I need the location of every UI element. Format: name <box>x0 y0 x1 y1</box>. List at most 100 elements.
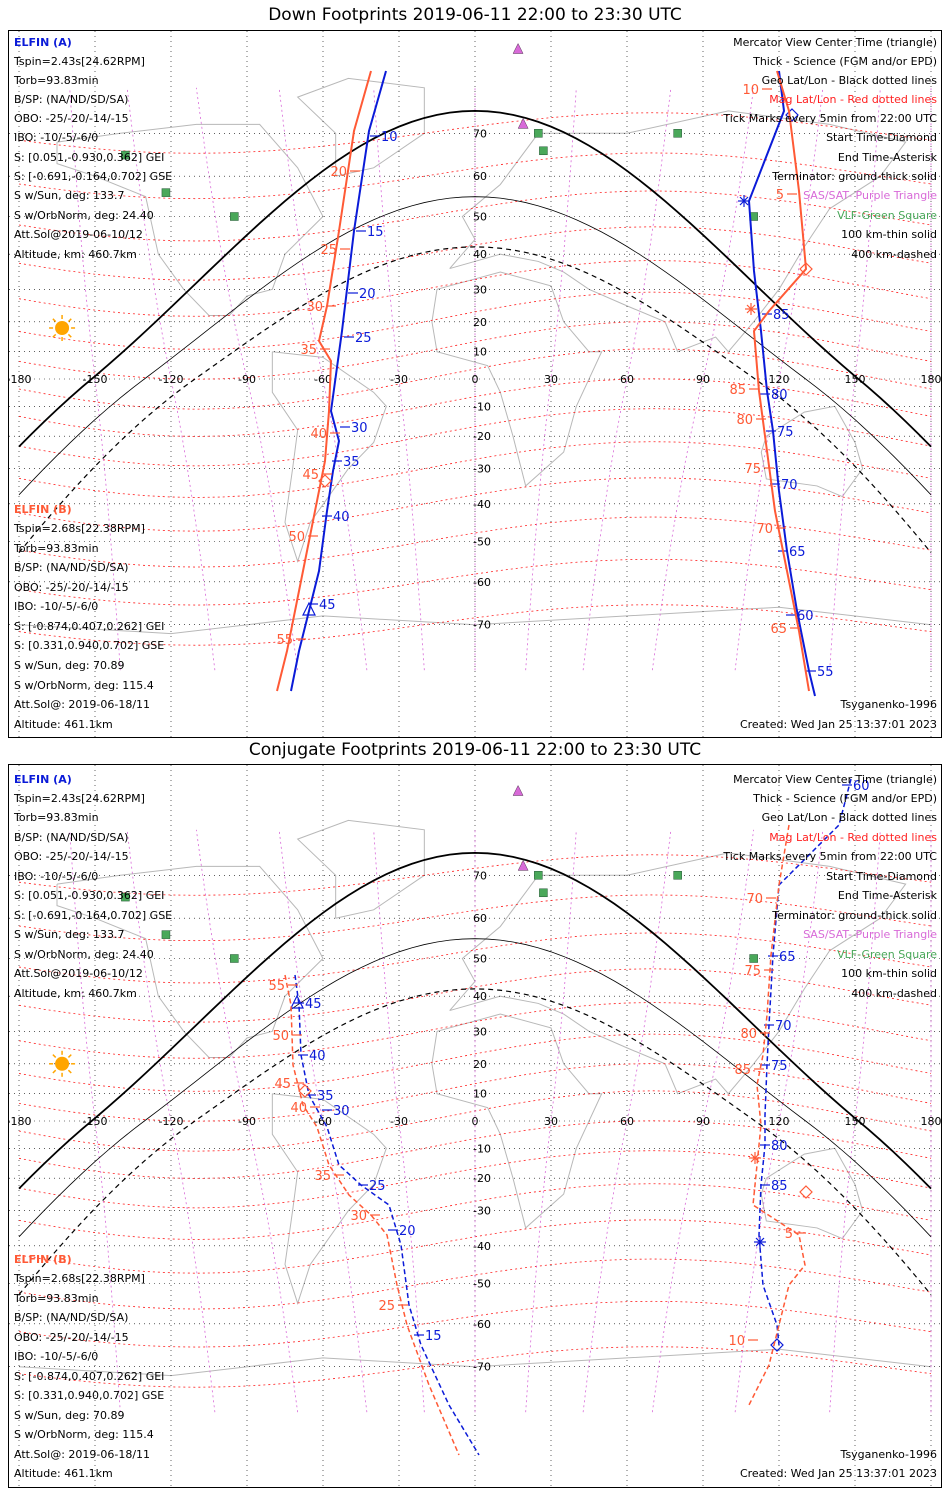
mag-lat-line <box>18 321 932 380</box>
sat-b-line: Att.Sol@: 2019-06-18/11 <box>14 698 151 711</box>
track-tick-label: 20 <box>330 165 347 180</box>
sat-b-line: Tspin=2.68s[22.38RPM] <box>14 1272 145 1285</box>
sun-ray <box>67 1069 72 1074</box>
sat-b-line: Altitude: 461.1km <box>14 718 113 731</box>
sas-station-icon <box>512 42 524 54</box>
sun-ray <box>52 318 57 323</box>
lon-tick-label: 120 <box>769 1115 790 1128</box>
vlf-station-icon <box>230 954 239 963</box>
lat-tick-label: 60 <box>473 912 487 925</box>
sat-b-line: S: [-0.874,0.407,0.262] GEI <box>14 1370 165 1383</box>
track-tick-label: 60 <box>853 779 870 794</box>
mag-lat-line <box>18 260 932 317</box>
sun-ray <box>52 333 57 338</box>
track-tick-label: 10 <box>728 1334 745 1349</box>
track-tick-label: 40 <box>309 1049 326 1064</box>
sat-b-line: Tspin=2.68s[22.38RPM] <box>14 522 145 535</box>
mag-lon-line <box>373 829 425 1413</box>
lat-tick-label: -20 <box>473 1172 491 1185</box>
lon-tick-label: -90 <box>238 373 256 386</box>
sat-a-line: S: [0.051,-0.930,0.362] GEI <box>14 151 165 164</box>
mag-lon-line <box>525 87 577 671</box>
created-label: Created: Wed Jan 25 13:37:01 2023 <box>739 718 937 731</box>
lat-tick-label: 50 <box>473 953 487 966</box>
legend-item: Mag Lat/Lon - Red dotted lines <box>769 93 937 106</box>
mag-lon-line <box>195 829 299 1413</box>
track-tick-label: 35 <box>317 1089 334 1104</box>
down-map-canvas: -180 -150 -120 -90 -60 -30 0 30 60 90 120 150 180 70 6… <box>9 31 941 737</box>
center-time-triangle <box>302 601 316 616</box>
sat-b-line: B/SP: (NA/ND/SD/SA) <box>14 561 129 574</box>
sat-a-line: Altitude, km: 460.7km <box>14 987 137 1000</box>
mag-lon-line <box>69 829 121 1413</box>
lon-tick-label: -120 <box>159 373 184 386</box>
track-tick-label: 85 <box>729 383 746 398</box>
sat-a-line: OBO: -25/-20/-14/-15 <box>14 112 129 125</box>
terminator-100km <box>18 938 932 1238</box>
sat-a-line: Torb=93.83min <box>14 74 99 87</box>
lon-tick-label: -120 <box>159 1115 184 1128</box>
legend-item: Mercator View Center Time (triangle) <box>733 36 937 49</box>
lon-tick-label: 180 <box>921 373 942 386</box>
down-panel-title: Down Footprints 2019-06-11 22:00 to 23:3… <box>268 5 682 25</box>
lat-tick-label: 60 <box>473 170 487 183</box>
track-tick-label: 85 <box>734 1063 751 1078</box>
lat-tick-label: -40 <box>473 1240 491 1253</box>
lat-tick-label: 30 <box>473 1025 487 1038</box>
legend-item: SAS/SAT- Purple Triangle <box>803 189 937 202</box>
coastline <box>271 1093 387 1305</box>
track-tick-label: 80 <box>740 1027 757 1042</box>
track-tick-label: 60 <box>797 609 814 624</box>
legend-item: Tick Marks every 5min from 22:00 UTC <box>723 850 937 863</box>
track-tick-label: 75 <box>744 964 761 979</box>
lat-tick-label: 20 <box>473 1058 487 1071</box>
track-tick-label: 35 <box>343 455 360 470</box>
mag-lon-line <box>373 87 425 671</box>
model-label: Tsyganenko-1996 <box>840 1448 937 1461</box>
vlf-station-icon <box>230 212 239 221</box>
mag-lat-line <box>18 1063 932 1122</box>
sat-a-line: Tspin=2.43s[24.62RPM] <box>14 792 145 805</box>
track-tick-label: 55 <box>817 665 834 680</box>
legend-item: End Time-Asterisk <box>837 889 937 902</box>
coastline <box>449 110 907 353</box>
track-tick-label: 25 <box>320 243 337 258</box>
conjugate-panel-title: Conjugate Footprints 2019-06-11 22:00 to… <box>248 740 702 760</box>
center-time-triangle <box>290 994 304 1009</box>
legend-item: VLF-Green Square <box>837 948 937 961</box>
track-tick-label: 35 <box>314 1169 331 1184</box>
track-tick-label: 15 <box>367 225 384 240</box>
sat-b-line: Torb=93.83min <box>14 1292 99 1305</box>
terminator-100km <box>18 196 932 496</box>
lon-tick-label: 30 <box>544 373 558 386</box>
lon-tick-label: -60 <box>314 373 332 386</box>
coastline <box>296 819 425 919</box>
lat-tick-label: 10 <box>473 346 487 359</box>
sat-a-line: Att.Sol@2019-06-10/12 <box>14 228 143 241</box>
lon-tick-label: 60 <box>620 373 634 386</box>
track-tick-label: 15 <box>425 1329 442 1344</box>
sat-a-track-conj1 <box>294 974 480 1456</box>
lat-tick-label: -30 <box>473 463 491 476</box>
sas-station-icon <box>517 117 529 129</box>
track-tick-label: 10 <box>381 130 398 145</box>
lat-tick-label: -10 <box>473 1142 491 1155</box>
mag-lat-line <box>18 378 932 437</box>
sat-a-line: Tspin=2.43s[24.62RPM] <box>14 55 145 68</box>
start-time-diamond <box>785 108 799 122</box>
end-time-asterisk <box>755 1237 765 1247</box>
coastline <box>56 865 324 1059</box>
sun-icon <box>55 320 70 335</box>
sat-b-line: IBO: -10/-5/-6/0 <box>14 600 99 613</box>
legend-item: Mercator View Center Time (triangle) <box>733 773 937 786</box>
track-tick-label: 40 <box>310 427 327 442</box>
mag-lon-line <box>829 87 881 671</box>
mag-lon-line <box>651 87 755 671</box>
track-tick-label: 40 <box>290 1101 307 1116</box>
start-time-diamond <box>298 1084 312 1098</box>
track-tick-label: 30 <box>333 1104 350 1119</box>
sat-a-line: S: [0.051,-0.930,0.362] GEI <box>14 889 165 902</box>
lat-tick-label: -10 <box>473 400 491 413</box>
vlf-station-icon <box>121 892 130 902</box>
mag-lon-line <box>734 829 824 1413</box>
